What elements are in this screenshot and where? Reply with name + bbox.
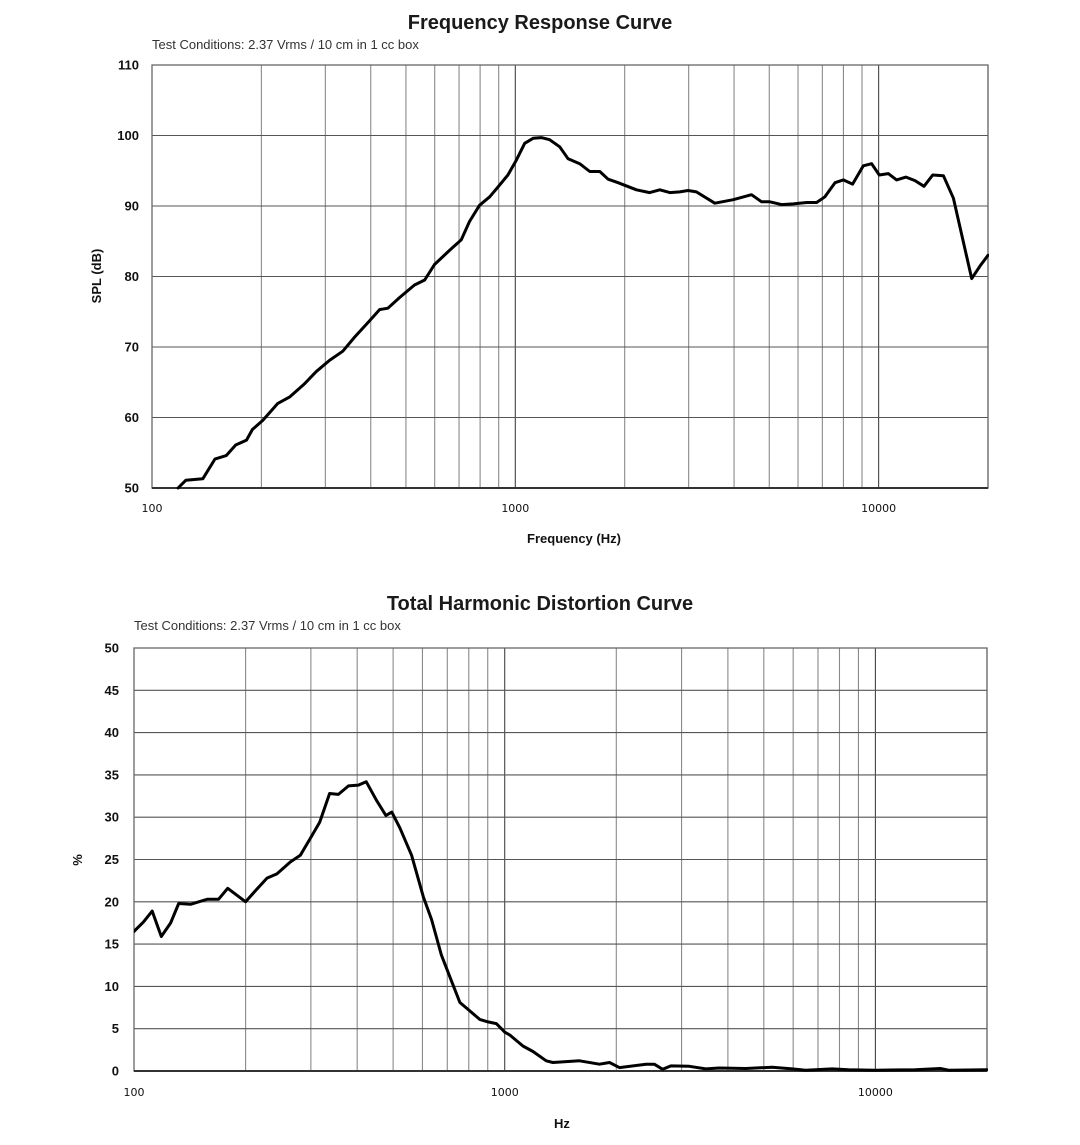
fr-y-axis-label: SPL (dB) [89,249,104,304]
x-tick-label: 10000 [861,502,896,515]
y-tick-label: 10 [105,979,119,994]
thd-chart-title: Total Harmonic Distortion Curve [387,593,693,615]
y-tick-label: 35 [105,767,119,782]
x-tick-label: 10000 [858,1086,893,1099]
frequency-response-chart: 50 60 70 80 90 100 110 100 1000 10000 [117,58,989,515]
y-tick-label: 20 [105,894,119,909]
fr-x-axis-label: Frequency (Hz) [527,531,621,546]
y-tick-label: 70 [125,340,139,355]
fr-chart-subtitle: Test Conditions: 2.37 Vrms / 10 cm in 1 … [152,37,419,52]
thd-series-line [134,780,988,1072]
thd-chart-subtitle: Test Conditions: 2.37 Vrms / 10 cm in 1 … [134,618,401,633]
x-tick-label: 1000 [491,1086,519,1099]
y-tick-label: 5 [112,1021,119,1036]
y-tick-label: 50 [105,641,119,656]
x-tick-label: 100 [142,502,163,515]
y-tick-label: 40 [105,725,119,740]
y-tick-label: 50 [125,481,139,496]
y-tick-label: 60 [125,410,139,425]
fr-chart-title: Frequency Response Curve [408,12,673,34]
thd-x-axis-label: Hz [554,1116,570,1131]
y-tick-label: 80 [125,269,139,284]
y-tick-label: 45 [105,683,119,698]
y-tick-label: 15 [105,937,119,952]
y-tick-label: 30 [105,810,119,825]
y-tick-label: 110 [118,58,139,73]
y-tick-label: 25 [105,852,119,867]
fr-series-line [176,136,989,490]
x-tick-label: 100 [124,1086,145,1099]
y-tick-label: 0 [112,1064,119,1079]
y-tick-label: 90 [125,199,139,214]
thd-y-axis-label: % [70,854,85,866]
x-tick-label: 1000 [501,502,529,515]
y-tick-label: 100 [117,128,139,143]
thd-chart: 0 5 10 15 20 25 30 35 40 45 50 100 1000 10000 [105,641,988,1099]
